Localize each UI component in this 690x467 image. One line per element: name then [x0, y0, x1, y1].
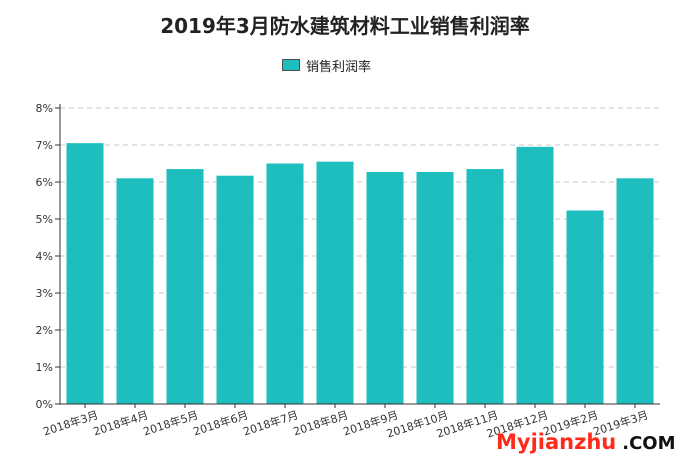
x-tick-label: 2018年3月: [41, 408, 100, 439]
bar: [116, 178, 154, 404]
y-tick-label: 6%: [36, 176, 53, 189]
bars: [66, 143, 654, 408]
bar: [566, 210, 604, 404]
chart-title: 2019年3月防水建筑材料工业销售利润率: [160, 14, 530, 38]
y-tick-label: 7%: [36, 139, 53, 152]
bar: [366, 172, 404, 404]
bar: [616, 178, 654, 404]
y-tick-labels: 0% 1% 2% 3% 4% 5% 6% 7% 8%: [36, 102, 53, 411]
legend: 销售利润率: [282, 57, 372, 75]
x-tick-label: 2018年5月: [141, 408, 200, 439]
watermark: Myjianzhu .COM: [496, 430, 676, 454]
y-tick-label: 0%: [36, 398, 53, 411]
bar: [466, 169, 504, 404]
y-tick-label: 3%: [36, 287, 53, 300]
watermark-suffix: .COM: [622, 433, 676, 454]
bar: [66, 143, 104, 404]
bar: [216, 175, 254, 404]
y-tick-label: 2%: [36, 324, 53, 337]
y-tick-label: 8%: [36, 102, 53, 115]
x-tick-label: 2018年6月: [191, 408, 250, 439]
y-tick-label: 1%: [36, 361, 53, 374]
bar: [266, 163, 304, 404]
x-tick-label: 2018年8月: [291, 408, 350, 439]
y-tick-label: 5%: [36, 213, 53, 226]
gridlines: [55, 107, 660, 405]
y-tick-label: 4%: [36, 250, 53, 263]
bar: [166, 169, 204, 404]
legend-swatch: [282, 59, 300, 71]
x-tick-label: 2018年7月: [241, 408, 300, 439]
bar: [416, 172, 454, 404]
x-tick-label: 2018年4月: [91, 408, 150, 439]
watermark-brand: Myjianzhu: [496, 430, 617, 454]
bar: [316, 161, 354, 404]
axes: [59, 104, 660, 405]
legend-label: 销售利润率: [306, 59, 372, 75]
bar: [516, 146, 554, 404]
